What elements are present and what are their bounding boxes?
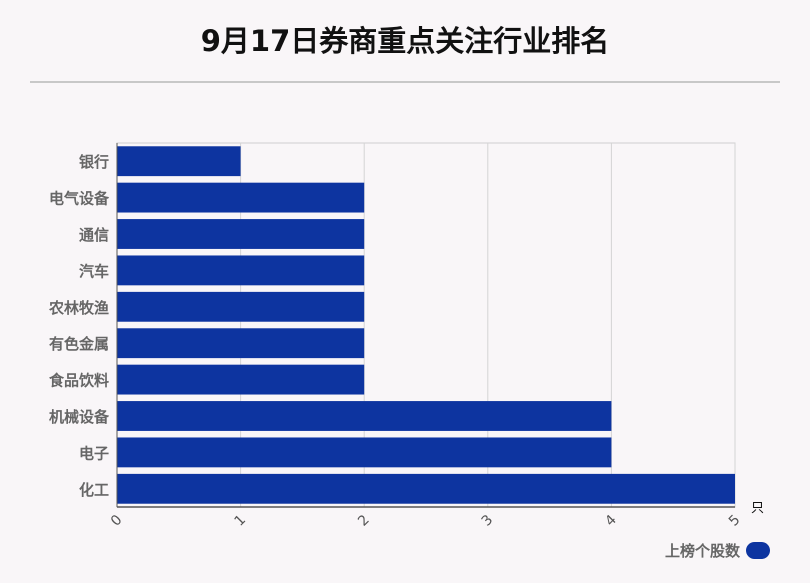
category-label-2: 通信 <box>79 226 109 244</box>
category-label-7: 机械设备 <box>49 408 110 426</box>
category-label-0: 银行 <box>79 153 109 171</box>
category-label-8: 电子 <box>79 444 109 462</box>
bar-8 <box>117 437 612 468</box>
x-tick-label-4: 4 <box>602 512 620 530</box>
legend-label: 上榜个股数 <box>664 542 740 560</box>
x-unit-label: 只 <box>751 501 764 516</box>
bar-6 <box>117 364 365 395</box>
bar-5 <box>117 328 365 359</box>
bar-4 <box>117 291 365 322</box>
category-label-3: 汽车 <box>79 262 109 280</box>
bar-3 <box>117 255 365 286</box>
legend[interactable]: 上榜个股数 <box>665 540 770 561</box>
chart-title: 9月17日券商重点关注行业排名 <box>200 24 610 58</box>
category-label-5: 有色金属 <box>49 335 109 353</box>
category-label-4: 农林牧渔 <box>48 299 109 317</box>
bar-0 <box>117 146 241 177</box>
bar-2 <box>117 219 365 249</box>
bar-9 <box>117 473 735 504</box>
x-tick-label-0: 0 <box>108 512 126 530</box>
x-tick-label-5: 5 <box>726 512 744 530</box>
category-label-6: 食品饮料 <box>49 372 109 390</box>
x-tick-label-2: 2 <box>355 512 373 530</box>
bar-7 <box>117 401 612 431</box>
x-tick-label-1: 1 <box>231 512 249 530</box>
bar-1 <box>117 182 365 213</box>
legend-swatch <box>746 542 770 559</box>
title-divider <box>30 81 780 83</box>
category-label-9: 化工 <box>79 481 109 499</box>
category-label-1: 电气设备 <box>49 190 110 208</box>
x-tick-label-3: 3 <box>479 512 497 530</box>
